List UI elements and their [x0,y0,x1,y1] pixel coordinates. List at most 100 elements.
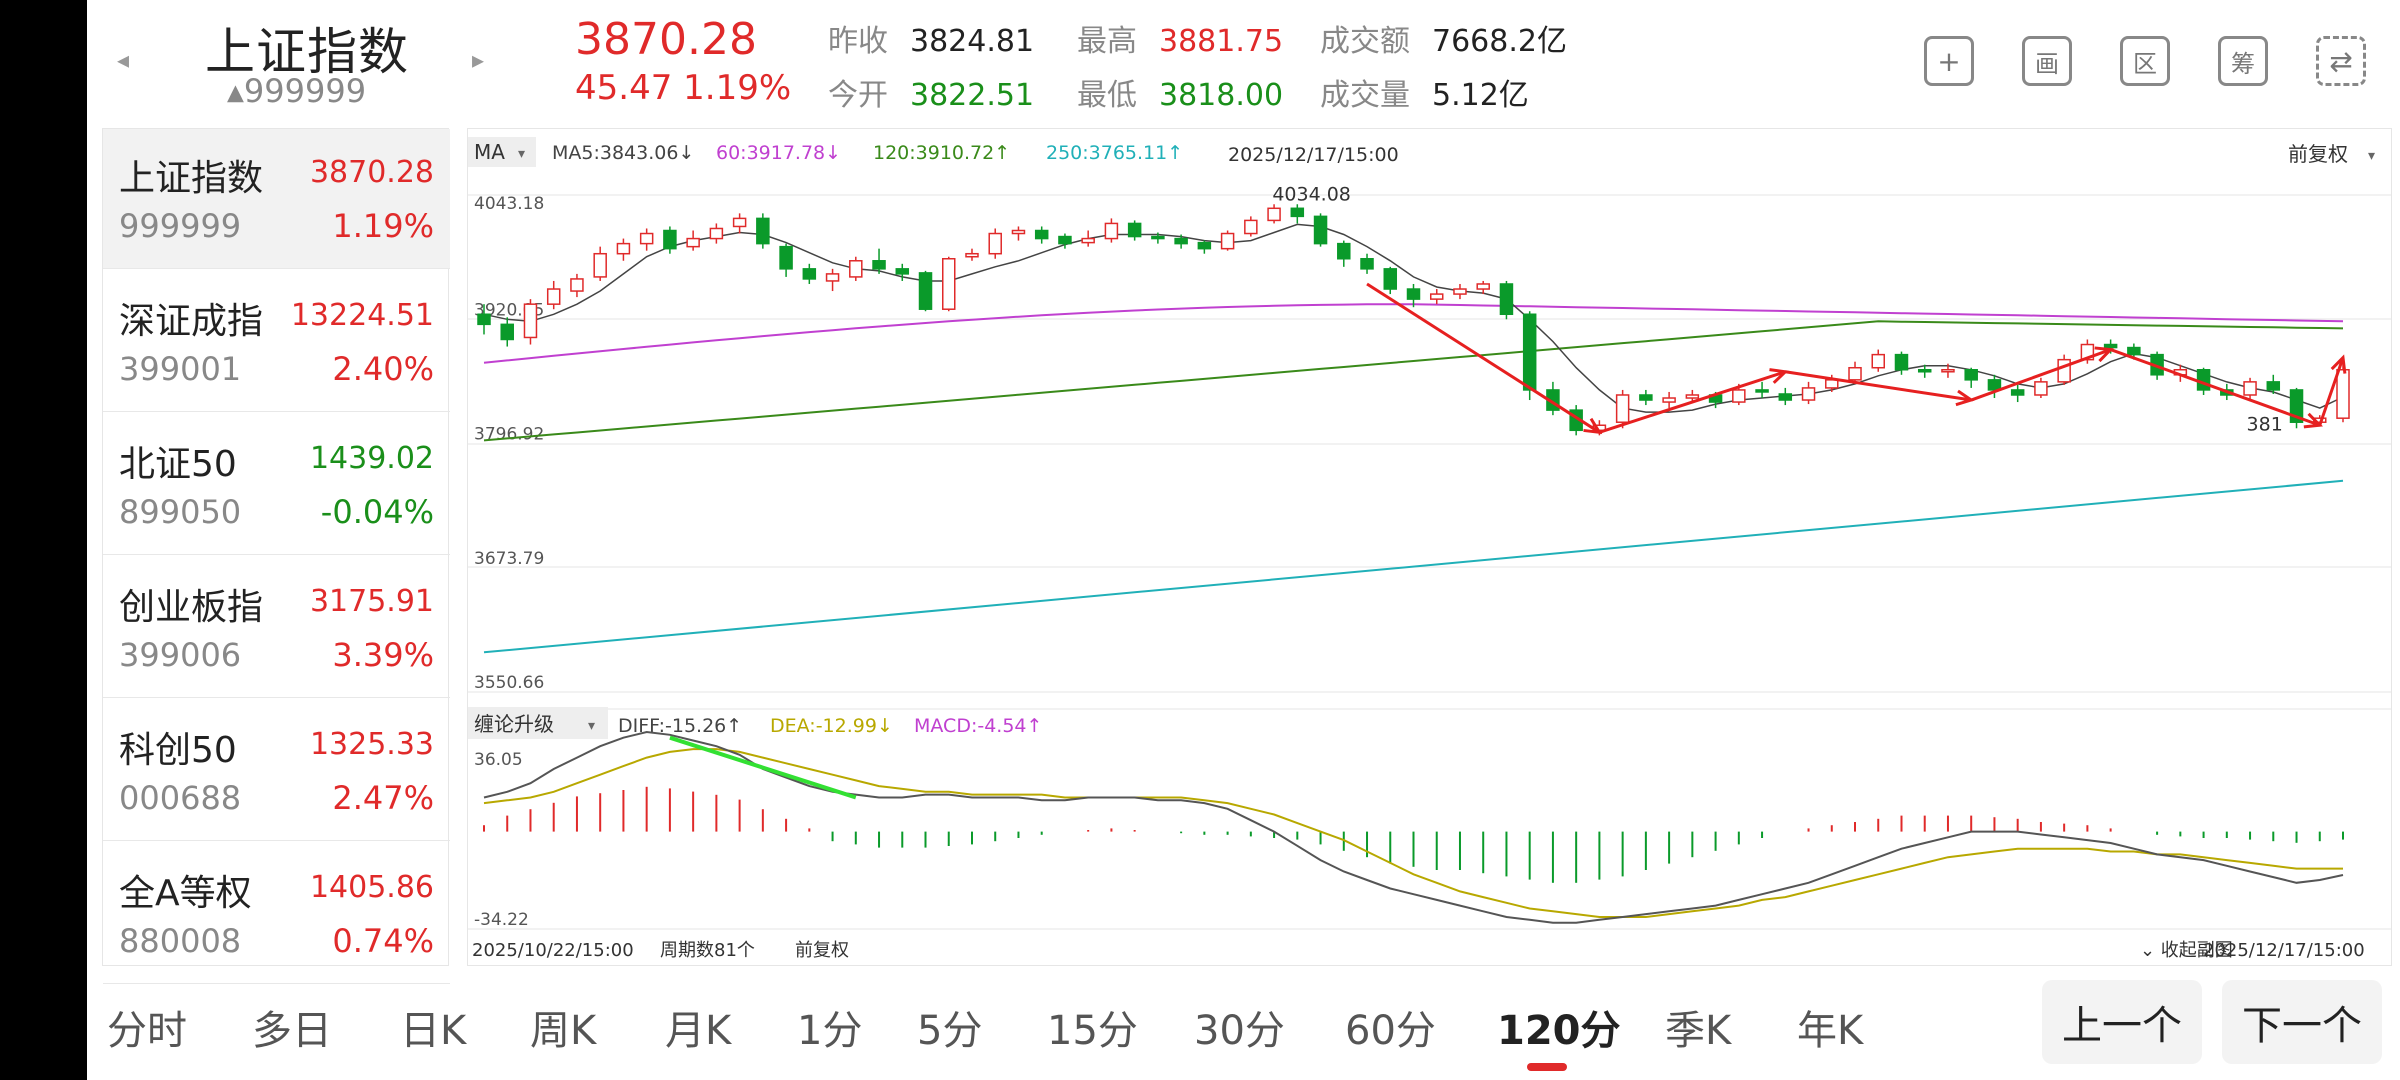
active-tab-indicator [1527,1063,1567,1071]
candle-body [2010,389,2025,396]
candle-body [872,260,886,270]
index-list-price: 3870.28 [309,155,434,190]
prev-button[interactable]: 上一个 [2042,980,2202,1064]
candle-body [802,268,817,280]
macd-indicator-button: 缠论升级 [474,712,554,736]
tab-日K[interactable]: 日K [400,1008,467,1054]
ma60-legend: 60:3917.78↓ [716,142,841,164]
candle-body [1127,222,1142,238]
candle-body [2103,343,2118,349]
tab-月K[interactable]: 月K [665,1008,732,1054]
trend-arrow-line [1598,370,1786,434]
plus-icon[interactable]: + [1924,36,1974,86]
rotate-screen-icon[interactable]: ⇄ [2316,36,2366,86]
index-list-name: 全A等权 [119,873,252,914]
kline-chart-svg[interactable]: 4043.183920.053796.923673.793550.664034.… [468,129,2391,965]
index-list-name: 科创50 [119,730,237,771]
candle-body [1755,389,1769,393]
tab-30分[interactable]: 30分 [1194,1008,1285,1054]
tab-60分[interactable]: 60分 [1345,1008,1436,1054]
candle-body [616,242,631,255]
adjust-selector: 前复权 [2288,142,2348,166]
ma-button-bg [468,137,536,167]
end-time-label: 2025/12/17/15:00 [2203,940,2365,961]
candle-body [2289,389,2304,423]
candle-body [1290,207,1305,218]
ma250-legend: 250:3765.11↑ [1046,142,1183,164]
y-tick-label: 4043.18 [474,194,544,214]
tab-周K[interactable]: 周K [530,1008,597,1054]
trend-arrow-line [1785,370,1972,402]
kline-chart-panel[interactable]: 4043.18 3920.05 3796.92 3673.79 3550.66 4034.… [467,128,2392,966]
prev-stock-arrow-icon[interactable]: ◂ [117,46,130,74]
candle-body [2266,381,2281,391]
draw-icon[interactable]: 画 [2022,36,2072,86]
index-code: ▲999999 [227,72,367,110]
candle-body [500,323,514,341]
index-list-pct: 3.39% [332,636,434,674]
adjust-label: 前复权 [795,940,849,961]
tab-季K[interactable]: 季K [1665,1008,1732,1054]
tab-分时[interactable]: 分时 [107,1008,187,1054]
period-tabs: 分时 多日 日K 周K 月K 1分 5分 15分 30分 60分 120分 季K 年K [87,990,2400,1080]
dropdown-icon: ▾ [588,718,595,734]
open: 今开 3822.51 [828,78,1035,113]
app: ◂ ▸ 上证指数 ▲999999 3870.28 45.47 1.19% 昨收 3… [87,0,2400,1080]
candle-body [1522,313,1537,391]
index-list-name: 上证指数 [119,158,264,199]
candle-body [1987,379,2002,391]
candle-body [988,232,1002,255]
index-list-item[interactable]: 深证成指 399001 13224.51 2.40% [103,272,450,412]
tab-多日[interactable]: 多日 [252,1008,332,1054]
index-list-item[interactable]: 创业板指 399006 3175.91 3.39% [103,558,450,698]
candle-body [1267,207,1281,222]
chips-icon[interactable]: 筹 [2218,36,2268,86]
candle-body [2243,381,2257,396]
index-list-item[interactable]: 北证50 899050 1439.02 -0.04% [103,415,450,555]
index-list-code: 899050 [119,493,242,531]
candle-body [1058,235,1072,245]
diff-line [483,730,2344,924]
index-list-price: 13224.51 [290,298,434,333]
dropdown-icon: ▾ [518,146,525,162]
tab-120分[interactable]: 120分 [1497,1008,1621,1054]
candle-body [1360,258,1374,270]
candle-body [849,260,863,278]
candle-body [639,232,654,245]
candle-body [895,268,910,275]
tab-15分[interactable]: 15分 [1047,1008,1138,1054]
ma-button: MA [474,140,505,164]
candle-body [1639,394,1653,401]
candle-body [1453,288,1467,295]
ma5-line [483,223,2344,413]
candle-body [1871,353,1885,369]
trend-arrow-line [1366,282,1601,434]
candle-body [918,272,933,310]
index-list-code: 880008 [119,922,242,960]
macd-tick-label: -34.22 [474,910,529,930]
range-icon[interactable]: 区 [2120,36,2170,86]
candle-body [779,245,793,270]
candle-body [1778,393,1793,401]
candle-body [1151,235,1165,240]
next-button[interactable]: 下一个 [2222,980,2382,1064]
price-change: 45.47 1.19% [575,68,792,108]
dea-legend: DEA:-12.99↓ [770,715,893,737]
ma120-line [483,320,2344,442]
next-stock-arrow-icon[interactable]: ▸ [472,46,485,74]
tab-5分[interactable]: 5分 [917,1008,983,1054]
start-time-label: 2025/10/22/15:00 [472,940,634,961]
index-list-name: 创业板指 [119,587,264,628]
tab-年K[interactable]: 年K [1797,1008,1864,1054]
index-list-price: 1439.02 [309,441,434,476]
candle-body [942,258,956,310]
collapse-subchart-button: ⌄ 收起副图 [2140,940,2233,961]
index-list-item[interactable]: 全A等权 880008 1405.86 0.74% [103,844,450,984]
index-list-item[interactable]: 科创50 000688 1325.33 2.47% [103,701,450,841]
candle-body [732,217,747,228]
index-list-item[interactable]: 上证指数 999999 3870.28 1.19% [103,129,450,269]
candle-body [756,217,770,245]
tab-1分[interactable]: 1分 [797,1008,863,1054]
trend-arrowhead-icon [2330,354,2347,374]
dea-line [483,748,2343,918]
